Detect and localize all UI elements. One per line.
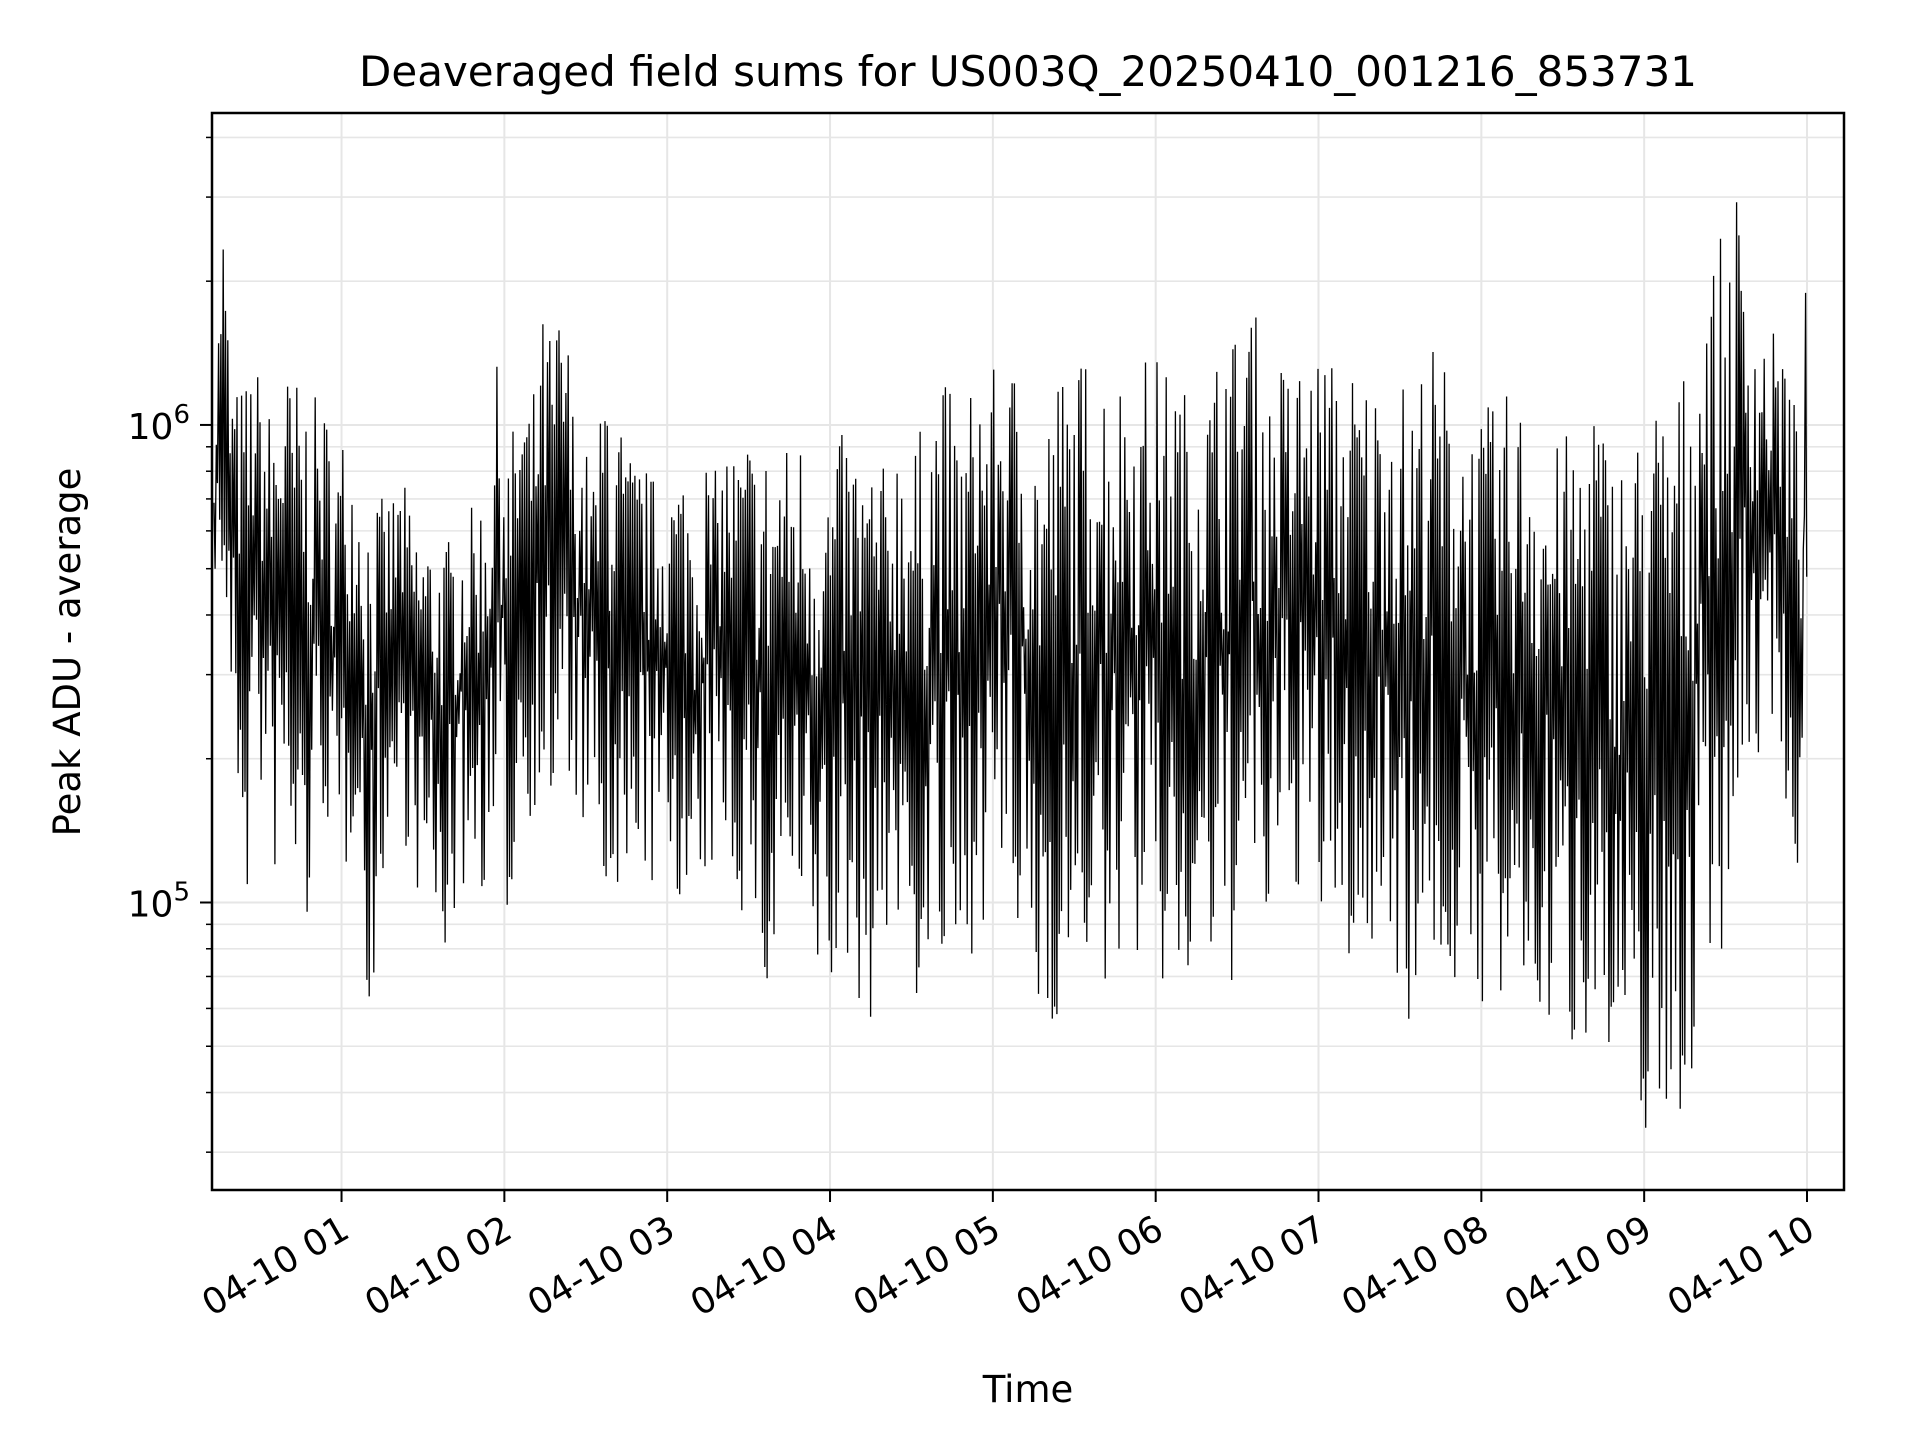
data-series — [213, 202, 1808, 1128]
y-tick-label: 105 — [128, 877, 190, 925]
y-axis-label: Peak ADU - average — [46, 468, 89, 837]
x-axis-label: Time — [982, 1368, 1074, 1411]
y-tick-label: 106 — [128, 400, 190, 448]
y-axis-ticks: 105 106 — [128, 136, 212, 1153]
chart-title: Deaveraged field sums for US003Q_2025041… — [359, 47, 1697, 96]
plot-frame — [210, 111, 1846, 1192]
series-line — [213, 202, 1808, 1128]
